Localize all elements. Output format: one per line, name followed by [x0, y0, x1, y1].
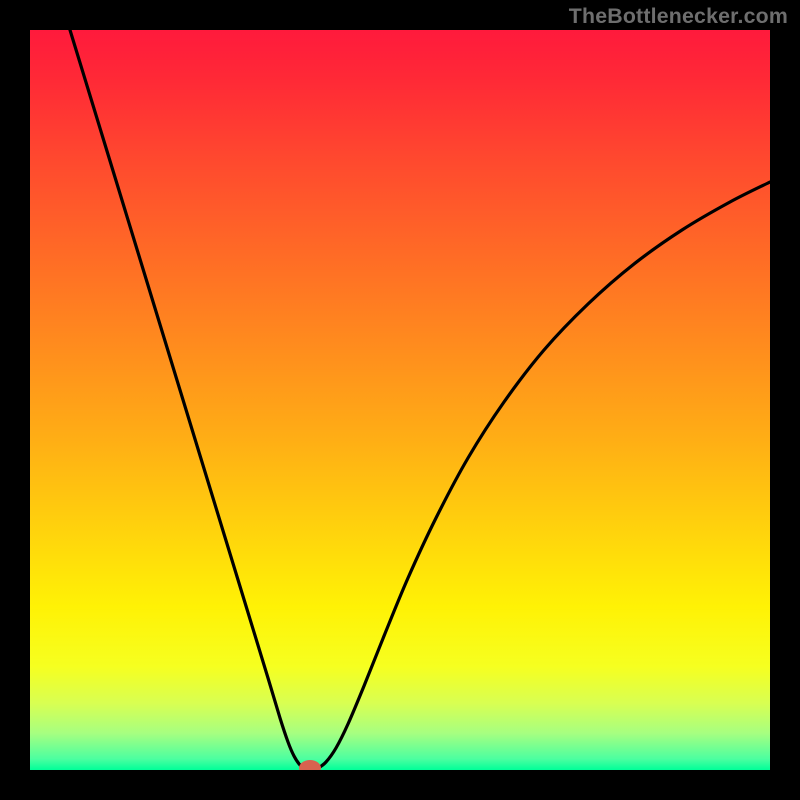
optimum-marker: [299, 760, 321, 770]
plot-area: [30, 30, 770, 770]
curve-path: [70, 30, 770, 770]
bottleneck-curve: [30, 30, 770, 770]
chart-container: TheBottlenecker.com: [0, 0, 800, 800]
watermark-text: TheBottlenecker.com: [569, 4, 788, 29]
